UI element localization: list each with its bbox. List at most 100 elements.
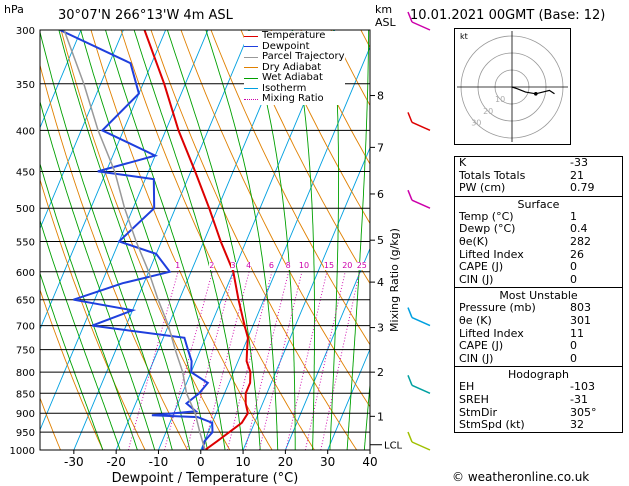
lcl-label: LCL: [384, 441, 403, 452]
wind-barb: [411, 384, 431, 394]
legend-item: Parcel Trajectory: [244, 51, 345, 63]
mixing-ratio-line: [127, 271, 179, 450]
wet-adiabat-line: [329, 30, 340, 450]
index-row: Totals Totals 21: [455, 169, 622, 183]
wind-barb-flag: [407, 112, 413, 123]
surface-value: 1: [570, 209, 577, 223]
wet-adiabat-line: [105, 30, 226, 450]
hodograph-stat-label: EH: [459, 380, 475, 394]
legend-label: Wet Adiabat: [262, 72, 323, 83]
dry-adiabat-line: [40, 396, 61, 450]
mixing-ratio-line: [285, 271, 328, 450]
legend-swatch: [244, 77, 258, 79]
hodograph-stat-row: SREH -31: [455, 393, 622, 407]
surface-value: 0: [570, 260, 577, 274]
surface-label: θe(K): [459, 234, 489, 248]
mixing-ratio-line: [202, 271, 250, 450]
most-unstable-label: Lifted Index: [459, 326, 524, 340]
km-tick-label: 8: [377, 90, 384, 103]
dry-adiabat-line: [180, 30, 370, 408]
legend-label: Mixing Ratio: [262, 93, 324, 104]
km-tick-label: 7: [377, 141, 384, 154]
hodograph-stat-row: StmSpd (kt) 32: [455, 418, 622, 432]
most-unstable-row: CIN (J) 0: [455, 351, 622, 366]
hodograph-table-title: Hodograph: [508, 368, 569, 382]
most-unstable-row: Lifted Index 11: [455, 326, 622, 341]
km-tick-label: 5: [377, 234, 384, 247]
wet-adiabat-line: [40, 100, 156, 450]
x-tick-label: 0: [197, 455, 205, 469]
wind-barb-flag: [407, 431, 413, 443]
wind-barb: [411, 199, 431, 209]
km-tick-label: 1: [377, 410, 384, 423]
dry-adiabat-line: [60, 30, 231, 450]
hodograph-speed-label: 10: [495, 95, 505, 104]
hodograph-stat-row: StmDir 305°: [455, 405, 622, 420]
x-tick-label: 30: [320, 455, 335, 469]
most-unstable-label: θe (K): [459, 313, 492, 327]
index-row: PW (cm) 0.79: [455, 182, 622, 195]
most-unstable-value: 301: [570, 313, 591, 327]
isotherm-line: [40, 30, 209, 432]
dry-adiabat-line: [150, 30, 358, 450]
pressure-tick-label: 600: [16, 268, 35, 279]
pressure-tick-label: 800: [16, 368, 35, 379]
wind-barb: [411, 441, 431, 451]
km-unit-label: km: [375, 3, 393, 16]
storm-motion-marker: [534, 92, 538, 96]
hodograph-stat-label: StmDir: [459, 405, 498, 419]
index-label: K: [459, 156, 467, 169]
wind-barb-flag: [407, 11, 413, 23]
mixing-ratio-label: 6: [268, 260, 274, 270]
isotherm-line: [40, 30, 167, 331]
dry-adiabat-line: [120, 30, 315, 450]
surface-title: Surface: [517, 197, 560, 211]
most-unstable-value: 803: [570, 301, 591, 315]
wind-barb: [411, 316, 431, 327]
mixing-ratio-line: [244, 271, 290, 450]
surface-label: CAPE (J): [459, 260, 504, 274]
wet-adiabat-line: [58, 30, 191, 450]
copyright-label: © weatheronline.co.uk: [452, 470, 590, 484]
surface-label: Temp (°C): [459, 209, 514, 223]
isotherm-line: [40, 30, 82, 129]
wet-adiabat-line: [40, 218, 121, 450]
mixing-ratio-label: 8: [285, 260, 291, 270]
legend-swatch: [244, 35, 258, 37]
surface-value: 26: [570, 247, 584, 261]
legend-swatch: [244, 98, 258, 100]
surface-value: 282: [570, 234, 591, 248]
x-tick-label: -20: [106, 455, 126, 469]
wet-adiabat-line: [292, 30, 315, 450]
most-unstable-value: 0: [570, 351, 577, 365]
legend-swatch: [244, 67, 258, 69]
mixing-ratio-line: [304, 271, 346, 450]
legend-item: Mixing Ratio: [244, 93, 345, 105]
mixing-ratio-line: [227, 271, 273, 450]
wind-barb-flag: [407, 189, 413, 201]
dewpoint-line: [59, 30, 214, 450]
isotherm-line: [327, 348, 370, 450]
wet-adiabat-line: [248, 30, 296, 450]
isotherm-line: [0, 6, 7, 467]
dry-adiabat-line: [40, 288, 104, 450]
legend-label: Temperature: [262, 30, 326, 41]
legend-label: Isotherm: [262, 82, 307, 94]
km-tick-label: 4: [377, 276, 384, 289]
wet-adiabat-line: [363, 379, 370, 450]
pressure-tick-label: 700: [16, 322, 35, 333]
legend-item: Temperature: [244, 30, 345, 42]
dry-adiabat-line: [300, 30, 370, 165]
dry-adiabat-line: [270, 30, 370, 225]
pressure-tick-label: 650: [16, 296, 35, 307]
pressure-tick-label: 950: [16, 428, 35, 439]
wet-adiabat-line: [40, 162, 138, 450]
hodograph-stat-value: -103: [570, 380, 595, 394]
mixing-ratio-label: 15: [323, 260, 335, 270]
pressure-tick-label: 1000: [10, 446, 35, 457]
dry-adiabat-line: [210, 30, 370, 346]
hodograph-unit-label: kt: [460, 32, 468, 41]
legend-item: Wet Adiabat: [244, 72, 345, 84]
surface-row: Temp (°C) 1: [455, 209, 622, 224]
legend-item: Dewpoint: [244, 41, 345, 53]
